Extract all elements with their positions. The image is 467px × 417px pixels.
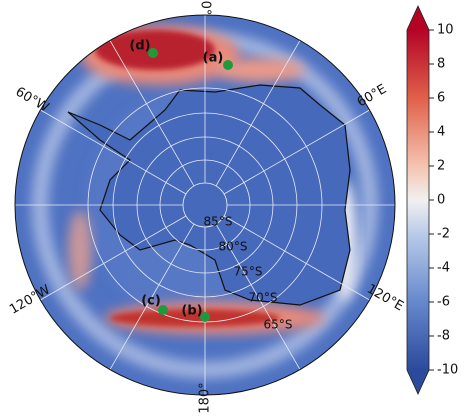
- map-field: [15, 15, 395, 395]
- meridian: [40, 215, 187, 301]
- colorbar-tick-label: 2: [437, 159, 445, 174]
- colorbar-tick-label: 10: [437, 23, 454, 38]
- point-label: (d): [129, 39, 150, 54]
- colorbar-tick-label: 0: [437, 193, 445, 208]
- lat-label: 85°S: [204, 215, 233, 229]
- lon-label: 120°E: [364, 282, 406, 315]
- meridian: [109, 223, 195, 370]
- colorbar-tick-label: -6: [437, 295, 450, 310]
- colorbar: [406, 5, 430, 395]
- meridian: [223, 215, 370, 301]
- lat-label: 70°S: [249, 291, 278, 305]
- lat-label: 65°S: [264, 318, 293, 332]
- meridian: [109, 40, 195, 187]
- colorbar-tick-label: -4: [437, 261, 450, 276]
- colorbar-tick-label: 8: [437, 57, 445, 72]
- lon-label: 0°: [198, 1, 213, 16]
- meridian: [223, 109, 370, 195]
- point-label: (a): [203, 51, 224, 66]
- lat-label: 75°S: [234, 265, 263, 279]
- point-marker: [158, 305, 168, 315]
- meridian: [40, 109, 187, 195]
- map-border: [14, 14, 396, 396]
- graticule: [15, 15, 395, 395]
- colorbar-tick-label: -2: [437, 227, 450, 242]
- lon-label: 60°E: [355, 82, 390, 111]
- colorbar-tick-label: -8: [437, 329, 450, 344]
- meridian: [215, 223, 301, 370]
- lon-label: 60°W: [13, 85, 52, 116]
- point-marker: [223, 60, 233, 70]
- lon-label: 180°: [198, 382, 213, 413]
- colorbar-tick-label: -10: [437, 363, 458, 378]
- point-label: (b): [181, 304, 202, 319]
- colorbar-tick-label: 6: [437, 91, 445, 106]
- point-marker: [148, 48, 158, 58]
- point-label: (c): [141, 294, 161, 309]
- meridian: [215, 40, 301, 187]
- coastline: [67, 84, 351, 306]
- colorbar-tick-label: 4: [437, 125, 445, 140]
- point-marker: [200, 312, 210, 322]
- lat-label: 80°S: [219, 240, 248, 254]
